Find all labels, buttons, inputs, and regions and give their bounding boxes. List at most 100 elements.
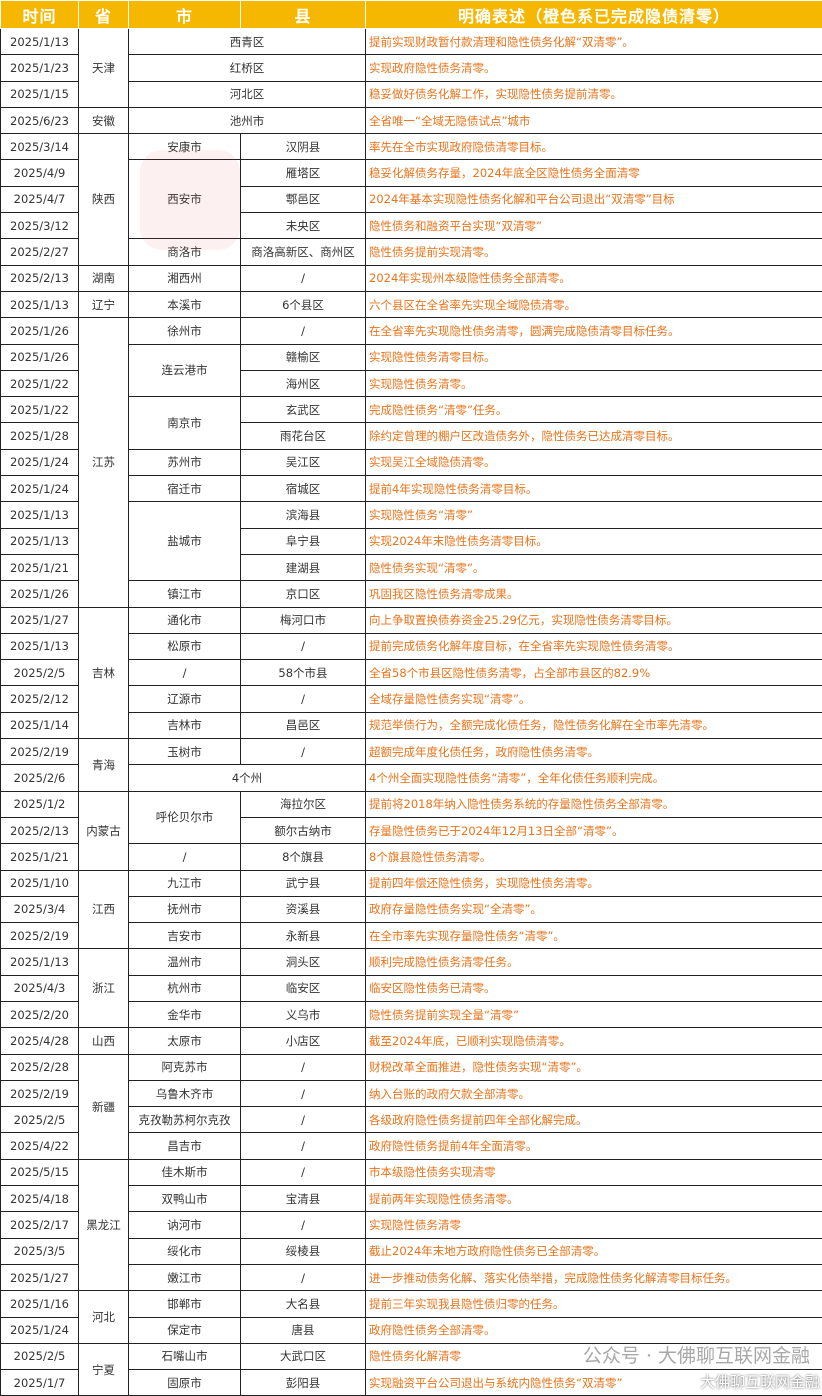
description-cell: 政府隐性债务提前4年全面清零。 [365, 1132, 822, 1160]
table-row: 2025/1/13 辽宁 本溪市 6个县区 六个县区在全省率先实现全域隐债清零。 [0, 290, 822, 319]
province-cell: 湖南 [78, 264, 129, 292]
date-cell: 2025/1/23 [0, 54, 79, 82]
area-cell: 红桥区 [128, 54, 366, 82]
header-county: 县 [240, 0, 366, 29]
description-cell: 市本级隐性债务实现清零 [365, 1158, 822, 1187]
table-row: 2025/5/15 黑龙江 佳木斯市 / 市本级隐性债务实现清零 [0, 1158, 822, 1292]
province-cell: 新疆 [78, 1053, 129, 1160]
date-cell: 2025/1/16 [0, 1290, 79, 1318]
description-cell: 实现隐性债务清零 [365, 1211, 822, 1239]
date-cell: 2025/1/7 [0, 1369, 79, 1396]
city-cell: 讷河市 [128, 1211, 241, 1239]
province-cell: 内蒙古 [78, 790, 129, 871]
city-cell: 松原市 [128, 632, 241, 661]
table-row: 2025/1/26 江苏 徐州市 / 在全省率先实现隐性债务清零，圆满完成隐债清零目标任… [0, 317, 822, 608]
county-cell: 宝清县 [240, 1185, 366, 1213]
description-cell: 政府隐性债务全部清零。 [365, 1316, 822, 1344]
date-cell: 2025/2/19 [0, 1079, 79, 1108]
city-cell: 保定市 [128, 1316, 241, 1344]
table-row: 2025/2/28 新疆 阿克苏市 / 财税改革全面推进，隐性债务实现“清零”。 [0, 1053, 822, 1160]
county-cell: 吴江区 [240, 448, 366, 477]
description-cell: 在全市率先实现存量隐性债务“清零”。 [365, 922, 822, 950]
city-cell: 连云港市 [128, 343, 241, 398]
area-cell: 西青区 [128, 27, 366, 56]
description-cell: 提前4年实现隐性债务清零目标。 [365, 475, 822, 503]
table-row: 2025/2/20 金华市 义乌市 隐性债务提前实现全量“清零” [0, 1000, 822, 1029]
description-cell: 存量隐性债务已于2024年12月13日全部“清零”。 [365, 816, 822, 845]
table-row: 2025/4/9 西安市 雁塔区 稳妥化解债务存量，2024年底全区隐性债务全面清零 [0, 159, 822, 240]
county-cell: 汉阴县 [240, 133, 366, 161]
table-row: 2025/1/15 河北区 稳妥做好债务化解工作，实现隐性债务提前清零。 [0, 80, 822, 108]
county-cell: 梅河口市 [240, 606, 366, 634]
county-cell: 额尔古纳市 [240, 816, 366, 845]
county-cell: / [240, 1211, 366, 1239]
description-cell: 实现2024年末隐性债务清零目标。 [365, 527, 822, 555]
city-cell: 抚州市 [128, 895, 241, 924]
city-cell: 金华市 [128, 1000, 241, 1029]
table-row: 2025/4/22 昌吉市 / 政府隐性债务提前4年全面清零。 [0, 1132, 822, 1160]
table-row: 2025/1/28 雨花台区 除约定曾理的棚户区改造债务外，隐性债务已达成清零目标。 [0, 422, 822, 450]
province-cell: 浙江 [78, 948, 129, 1029]
date-cell: 2025/5/15 [0, 1158, 79, 1187]
description-cell: 8个旗县隐性债务清零。 [365, 843, 822, 871]
date-cell: 2025/1/2 [0, 790, 79, 818]
description-cell: 巩固我区隐性债务清零成果。 [365, 580, 822, 608]
county-cell: / [240, 264, 366, 292]
table-row: 2025/2/5 宁夏 石嘴山市 大武口区 隐性债务化解清零 [0, 1342, 822, 1396]
county-cell: 58个市县 [240, 659, 366, 687]
county-cell: 彭阳县 [240, 1369, 366, 1396]
county-cell: 昌邑区 [240, 711, 366, 740]
description-cell: 稳妥化解债务存量，2024年底全区隐性债务全面清零 [365, 159, 822, 187]
area-cell: 4个州 [128, 764, 366, 792]
table-row: 2025/2/19 青海 玉树市 / 超额完成年度化债任务，政府隐性债务清零。 [0, 738, 822, 792]
table-row: 2025/1/27 嫩江市 / 进一步推动债务化解、落实化债举措，完成隐性债务化解清零… [0, 1263, 822, 1292]
description-cell: 2024年基本实现隐性债务化解和平台公司退出“双清零”目标 [365, 185, 822, 214]
description-cell: 隐性债务提前实现全量“清零” [365, 1000, 822, 1029]
province-cell: 青海 [78, 738, 129, 792]
date-cell: 2025/6/23 [0, 106, 79, 135]
province-cell: 吉林 [78, 606, 129, 740]
city-cell: 乌鲁木齐市 [128, 1079, 241, 1108]
description-cell: 截至2024年底，已顺利实现隐债清零。 [365, 1027, 822, 1055]
date-cell: 2025/1/27 [0, 606, 79, 634]
city-cell: 吉林市 [128, 711, 241, 740]
county-cell: 大武口区 [240, 1342, 366, 1371]
city-cell: 昌吉市 [128, 1132, 241, 1160]
table-row: 2025/2/13 湖南 湘西州/2024年实现州本级隐性债务全部清零。 [0, 264, 822, 292]
table-row: 2025/3/4 抚州市 资溪县 政府存量隐性债务实现“全清零”。 [0, 895, 822, 924]
county-cell: 阜宁县 [240, 527, 366, 555]
county-cell: 唐县 [240, 1316, 366, 1344]
table-row: 2025/2/27 商洛市 商洛高新区、商州区 隐性债务提前实现清零。 [0, 238, 822, 266]
date-cell: 2025/1/13 [0, 27, 79, 56]
table-row: 2025/1/13 松原市 / 提前完成债务化解年度目标，在全省率先实现隐性债务清零。 [0, 632, 822, 661]
province-cell: 江苏 [78, 317, 129, 608]
county-cell: 宿城区 [240, 475, 366, 503]
date-cell: 2025/1/13 [0, 527, 79, 555]
date-cell: 2025/1/13 [0, 632, 79, 661]
date-cell: 2025/1/14 [0, 711, 79, 740]
date-cell: 2025/1/10 [0, 869, 79, 897]
description-cell: 截止2024年末地方政府隐性债务已全部清零。 [365, 1237, 822, 1265]
city-cell: 徐州市 [128, 317, 241, 345]
county-cell: 洞头区 [240, 948, 366, 976]
province-cell: 黑龙江 [78, 1158, 129, 1292]
description-cell: 2024年实现州本级隐性债务全部清零。 [365, 264, 822, 292]
table-row: 2025/1/22 海州区 实现隐性债务清零。 [0, 369, 822, 398]
county-cell: 雨花台区 [240, 422, 366, 450]
description-cell: 各级政府隐性债务提前四年全部化解完成。 [365, 1106, 822, 1134]
table-row: 2025/1/24 保定市 唐县 政府隐性债务全部清零。 [0, 1316, 822, 1344]
description-cell: 提前完成债务化解年度目标，在全省率先实现隐性债务清零。 [365, 632, 822, 661]
county-cell: 武宁县 [240, 869, 366, 897]
date-cell: 2025/3/14 [0, 133, 79, 161]
description-cell: 实现吴江全域隐债清零。 [365, 448, 822, 477]
table-row: 2025/1/16 河北 邯郸市 大名县 提前三年实现我县隐性债归零的任务。 [0, 1290, 822, 1344]
date-cell: 2025/2/5 [0, 1106, 79, 1134]
date-cell: 2025/3/4 [0, 895, 79, 924]
date-cell: 2025/2/19 [0, 738, 79, 766]
city-cell: 嫩江市 [128, 1263, 241, 1292]
city-cell: 杭州市 [128, 974, 241, 1002]
city-cell: / [128, 659, 241, 687]
date-cell: 2025/2/27 [0, 238, 79, 266]
province-cell: 天津 [78, 28, 129, 108]
county-cell: 鄠邑区 [240, 185, 366, 214]
